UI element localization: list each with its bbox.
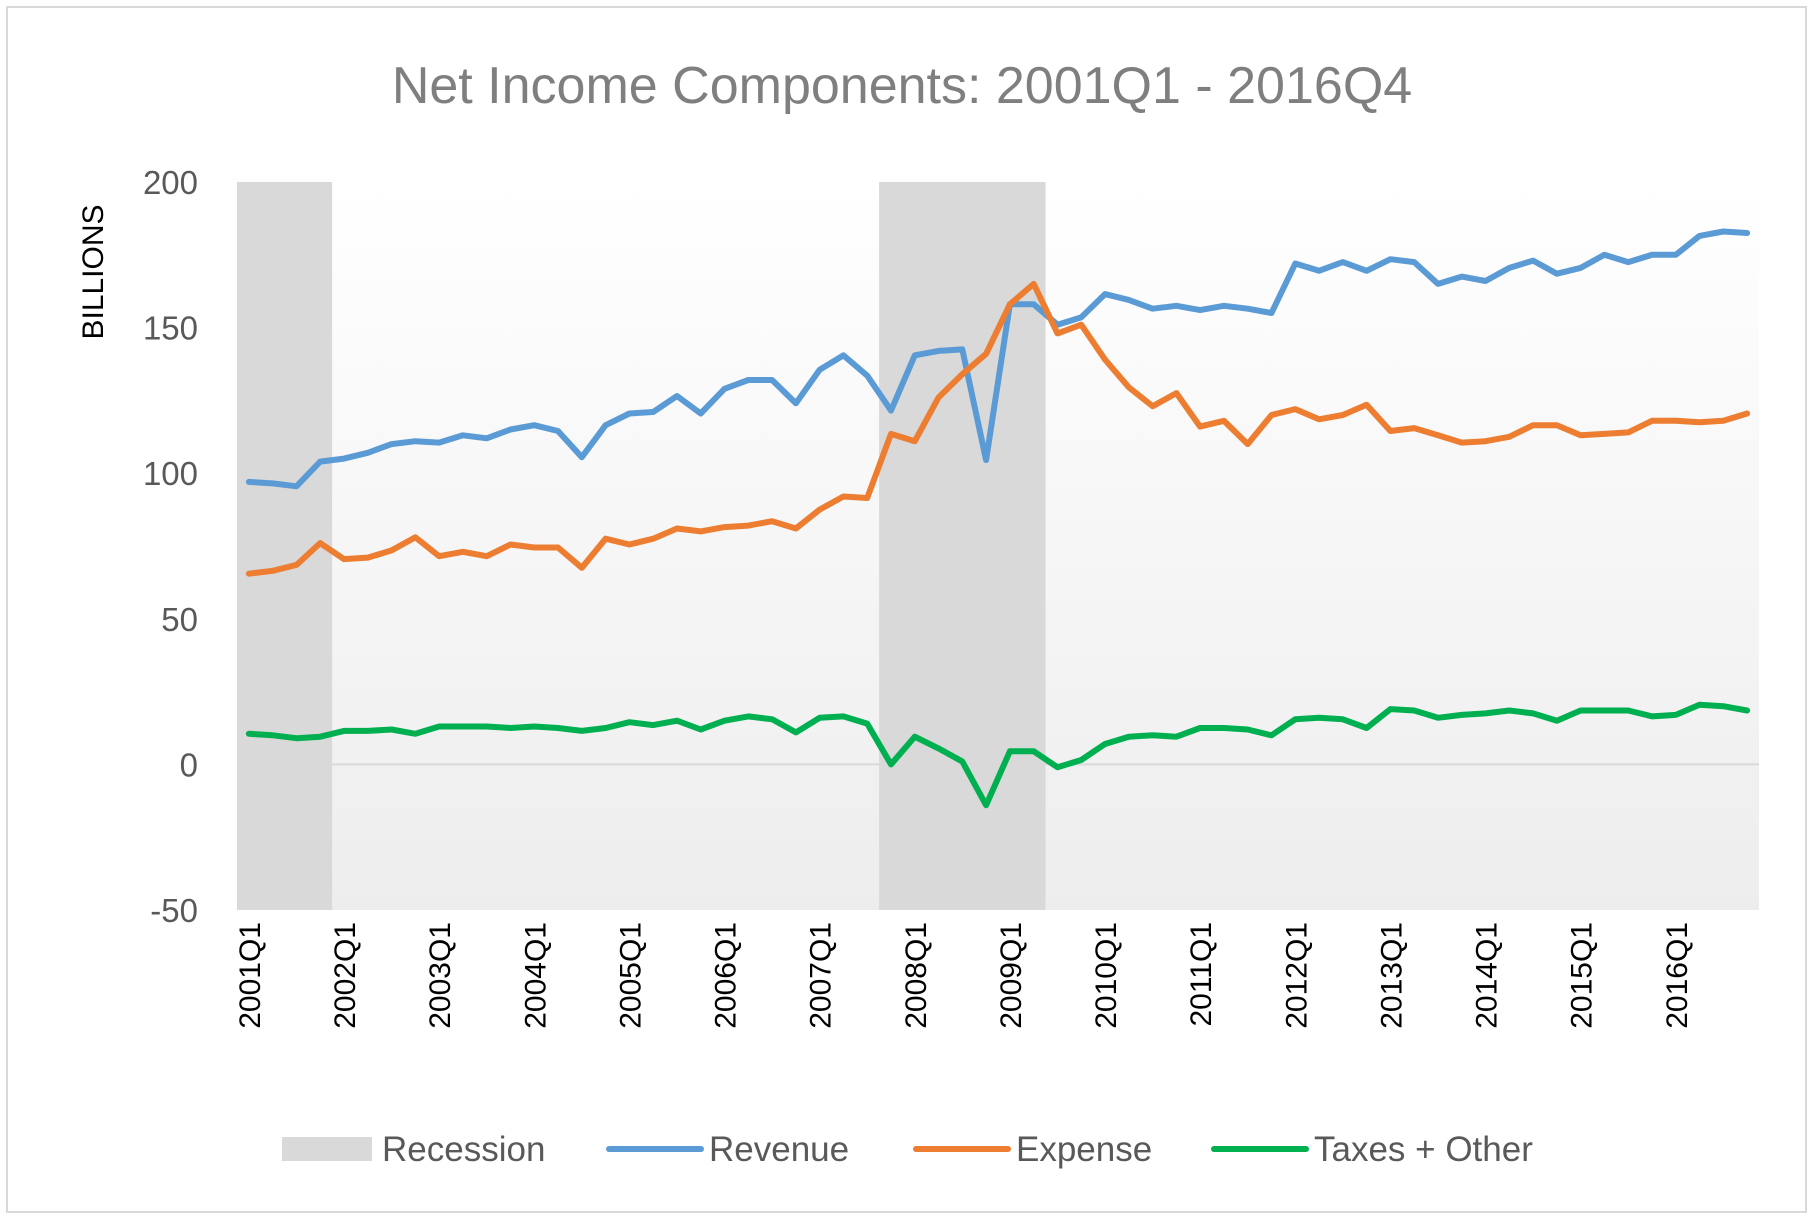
y-tick-label: -50 bbox=[150, 892, 198, 929]
series-line-revenue bbox=[245, 228, 1751, 490]
y-tick-label: 0 bbox=[180, 746, 198, 783]
legend-label-revenue: Revenue bbox=[709, 1130, 849, 1169]
x-tick-label: 2005Q1 bbox=[614, 922, 647, 1029]
x-tick-label: 2012Q1 bbox=[1280, 922, 1313, 1029]
series-lines bbox=[245, 228, 1751, 809]
x-tick-label: 2016Q1 bbox=[1661, 922, 1694, 1029]
x-tick-label: 2008Q1 bbox=[900, 922, 933, 1029]
y-axis: 200 150 100 50 0 -50 bbox=[143, 164, 198, 929]
x-tick-label: 2011Q1 bbox=[1185, 922, 1218, 1027]
series-line-expense bbox=[245, 280, 1751, 577]
x-tick-label: 2004Q1 bbox=[519, 922, 552, 1029]
x-tick-label: 2002Q1 bbox=[329, 922, 362, 1029]
x-tick-label: 2007Q1 bbox=[805, 922, 838, 1029]
series-line-taxes-other bbox=[245, 701, 1751, 809]
legend-swatch-recession bbox=[282, 1137, 372, 1161]
y-tick-label: 100 bbox=[143, 455, 198, 492]
y-tick-label: 200 bbox=[143, 164, 198, 201]
legend: Recession Revenue Expense Taxes + Other bbox=[282, 1130, 1533, 1169]
legend-label-expense: Expense bbox=[1016, 1130, 1152, 1169]
x-axis: 2001Q1 2002Q1 2003Q1 2004Q1 2005Q1 2006Q1 2007… bbox=[234, 922, 1694, 1029]
x-tick-label: 2013Q1 bbox=[1375, 922, 1408, 1029]
chart-title: Net Income Components: 2001Q1 - 2016Q4 bbox=[392, 57, 1412, 115]
legend-label-recession: Recession bbox=[382, 1130, 545, 1169]
x-tick-label: 2001Q1 bbox=[234, 922, 267, 1029]
x-tick-label: 2003Q1 bbox=[424, 922, 457, 1029]
x-tick-label: 2009Q1 bbox=[995, 922, 1028, 1029]
x-tick-label: 2010Q1 bbox=[1090, 922, 1123, 1029]
y-axis-label: BILLIONS bbox=[77, 204, 110, 339]
y-tick-label: 150 bbox=[143, 310, 198, 347]
legend-label-taxes-other: Taxes + Other bbox=[1314, 1130, 1533, 1169]
y-tick-label: 50 bbox=[161, 601, 198, 638]
x-tick-label: 2014Q1 bbox=[1471, 922, 1504, 1029]
x-tick-label: 2015Q1 bbox=[1566, 922, 1599, 1029]
x-tick-label: 2006Q1 bbox=[710, 922, 743, 1029]
